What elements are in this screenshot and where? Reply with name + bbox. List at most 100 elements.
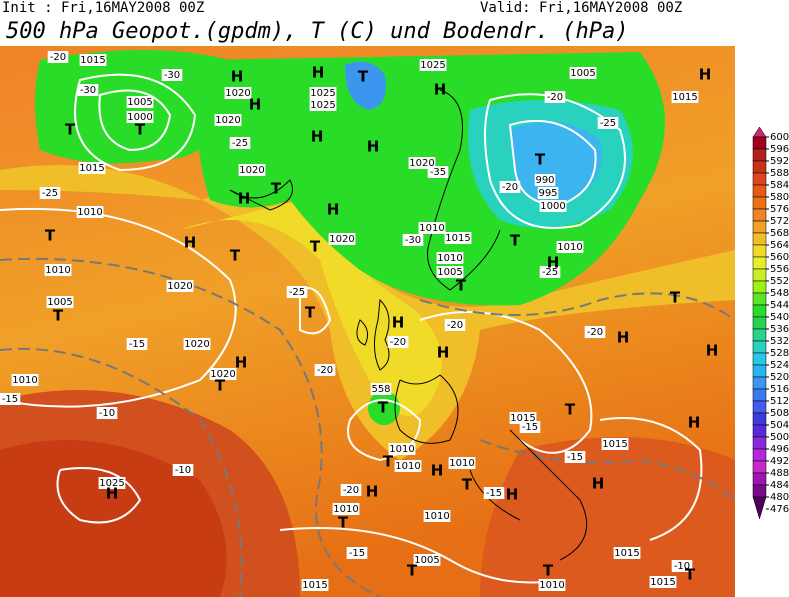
label-box [183, 338, 211, 350]
pressure-center: T [462, 476, 473, 494]
contour-label: 1005 [414, 555, 439, 566]
contour-label: -20 [50, 52, 66, 63]
label-box [44, 264, 72, 276]
label-box [419, 59, 447, 71]
label-box [46, 296, 74, 308]
colorbar-label: 532 [770, 336, 789, 347]
contour-label: 1010 [45, 265, 70, 276]
pressure-center: T [230, 247, 241, 265]
label-box [613, 547, 641, 559]
colorbar-segment [752, 256, 767, 270]
label-box [77, 84, 99, 96]
contour-label: -25 [42, 188, 58, 199]
pressure-center: H [235, 354, 248, 372]
pressure-center: H [392, 314, 405, 332]
colorbar-segment [752, 328, 767, 342]
colorbar-label: 480 [770, 492, 789, 503]
contour-label: 1015 [79, 163, 104, 174]
label-box [534, 174, 556, 186]
label-box [224, 87, 252, 99]
label-box [569, 67, 597, 79]
contour-label: -15 [522, 422, 538, 433]
colorbar-label: 484 [770, 480, 789, 491]
contour-label: -20 [587, 327, 603, 338]
label-box [427, 166, 449, 178]
label-box [332, 503, 360, 515]
colorbar-segment [752, 220, 767, 234]
pressure-center: T [510, 232, 521, 250]
label-box [346, 547, 368, 559]
pressure-center: T [535, 151, 546, 169]
pressure-center: H [366, 483, 379, 501]
colorbar-label: 512 [770, 396, 789, 407]
label-box [444, 319, 466, 331]
contour-label: 1020 [409, 158, 434, 169]
pressure-center: T [338, 514, 349, 532]
label-box [229, 137, 251, 149]
pressure-center: H [327, 201, 340, 219]
pressure-center: H [238, 190, 251, 208]
colorbar-label: 520 [770, 372, 789, 383]
label-box [76, 206, 104, 218]
label-box [402, 234, 424, 246]
label-box [126, 96, 154, 108]
map-title: 500 hPa Geopot.(gpdm), T (C) und Bodendr… [6, 19, 629, 44]
pressure-center: H [231, 68, 244, 86]
contour-label: 1000 [127, 112, 152, 123]
pressure-center: H [699, 66, 712, 84]
pressure-center: T [670, 289, 681, 307]
colorbar-segment [752, 472, 767, 486]
label-box [601, 438, 629, 450]
contour-label: -25 [542, 267, 558, 278]
isotherms [0, 257, 735, 597]
contour-label: 1000 [540, 201, 565, 212]
label-box [413, 554, 441, 566]
colorbar-label: 504 [770, 420, 789, 431]
label-box [671, 560, 693, 572]
label-box [96, 407, 118, 419]
pressure-center: T [358, 68, 369, 86]
colorbar-segment [752, 136, 767, 150]
contour-label: 1010 [437, 253, 462, 264]
contour-label: 1015 [602, 439, 627, 450]
contour-label: -15 [486, 488, 502, 499]
colorbar-label: 548 [770, 288, 789, 299]
contour-label: -35 [430, 167, 446, 178]
contour-label: 1025 [310, 88, 335, 99]
colorbar-segment [752, 448, 767, 462]
colorbar-label: 492 [770, 456, 789, 467]
pressure-center: T [45, 227, 56, 245]
contour-label: 1015 [510, 413, 535, 424]
contour-label: 1015 [80, 55, 105, 66]
pressure-center: H [431, 462, 444, 480]
label-box [671, 91, 699, 103]
contour-label: 1010 [539, 580, 564, 591]
contour-label: 1005 [570, 68, 595, 79]
colorbar-segment [752, 280, 767, 294]
contour-label: 1015 [650, 577, 675, 588]
pressure-center: T [383, 453, 394, 471]
pressure-center: T [135, 121, 146, 139]
colorbar-segment [752, 208, 767, 222]
colorbar-cap [752, 496, 767, 520]
pressure-center: H [367, 138, 380, 156]
colorbar-label: 580 [770, 192, 789, 203]
colorbar-label: 508 [770, 408, 789, 419]
colorbar-label: 528 [770, 348, 789, 359]
colorbar-segment [752, 364, 767, 378]
contour-label: 1015 [672, 92, 697, 103]
pressure-center: T [378, 399, 389, 417]
colorbar-label: 560 [770, 252, 789, 263]
label-box [11, 374, 39, 386]
colorbar-label: 544 [770, 300, 789, 311]
colorbar-label: 488 [770, 468, 789, 479]
label-box [314, 364, 336, 376]
label-box [539, 200, 567, 212]
pressure-center: T [310, 238, 321, 256]
colorbar-label: 576 [770, 204, 789, 215]
cold-core [510, 122, 602, 203]
contour-label: 1010 [424, 511, 449, 522]
label-box [538, 579, 566, 591]
pressure-center: H [706, 342, 719, 360]
